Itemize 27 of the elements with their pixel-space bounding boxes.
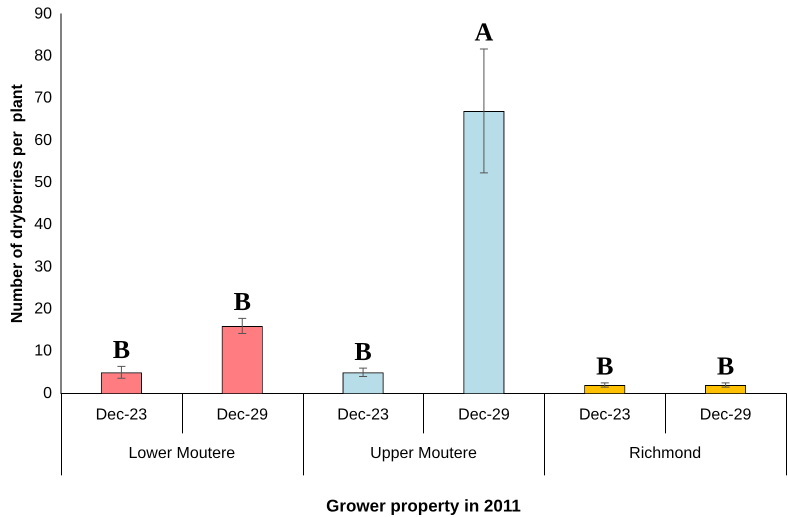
annotation: B [596, 352, 614, 381]
y-axis-title: Number of dryberries per plant [9, 83, 26, 324]
x-tick-label: Dec-23 [337, 406, 389, 424]
x-tick-label: Dec-23 [96, 406, 148, 424]
y-tick-label: 70 [34, 90, 52, 107]
annotation: B [716, 352, 734, 381]
y-tick-label: 20 [34, 300, 52, 318]
annotation: B [112, 335, 130, 364]
y-tick-label: 50 [34, 174, 52, 192]
y-tick-label: 10 [34, 342, 52, 360]
x-tick-label: Dec-29 [458, 406, 510, 424]
x-tick-label: Dec-29 [700, 406, 752, 424]
y-tick-label: 90 [34, 5, 52, 22]
annotation: A [474, 18, 494, 47]
text: Richmond [629, 444, 702, 462]
y-tick-label: 0 [43, 384, 52, 402]
x-axis-title: Grower property in 2011 [326, 496, 521, 516]
text: Lower Moutere [128, 444, 236, 462]
y-tick-label: 30 [34, 258, 52, 276]
x-tick-label: Dec-23 [578, 406, 631, 424]
y-tick-label: 40 [34, 216, 52, 234]
annotation: B [234, 287, 251, 316]
x-tick-label: Dec-29 [216, 406, 268, 424]
text: Upper Moutere [370, 444, 477, 462]
y-tick-label: 60 [34, 132, 52, 149]
annotation: B [354, 336, 372, 366]
y-tick-label: 80 [34, 48, 52, 65]
